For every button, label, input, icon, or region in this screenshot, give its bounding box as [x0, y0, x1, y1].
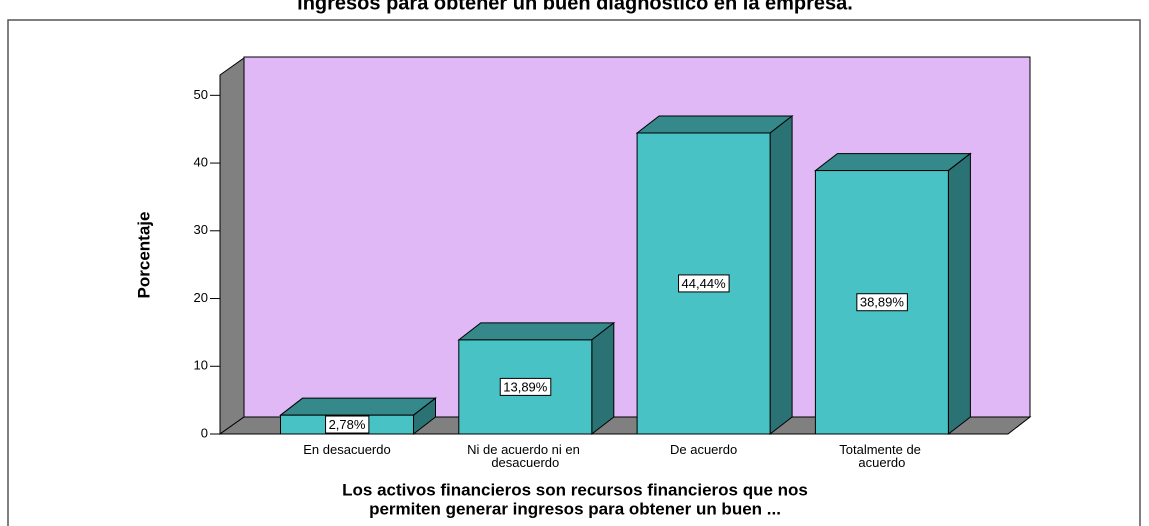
value-label-box: [678, 274, 730, 293]
y-tick-label: 50: [194, 87, 208, 102]
bar-side: [947, 152, 971, 436]
value-label-box: [856, 293, 908, 312]
left-wall: [219, 57, 245, 435]
y-tick-label: 40: [194, 154, 208, 169]
x-tick-label: De acuerdo: [670, 442, 737, 457]
value-label: 2,78%: [329, 417, 366, 432]
x-tick-label: En desacuerdo: [303, 442, 390, 457]
bar-top: [279, 397, 437, 416]
value-label-box: [325, 415, 370, 434]
x-tick-label: Totalmente de acuerdo: [839, 442, 924, 470]
value-label: 13,89%: [503, 379, 548, 394]
value-label: 38,89%: [860, 295, 905, 310]
y-tick-label: 10: [194, 358, 208, 373]
bar-top: [813, 153, 972, 172]
x-axis-label: permiten generar ingresos para obtener u…: [369, 499, 781, 518]
y-tick-label: 20: [194, 290, 208, 305]
y-tick-label: 30: [194, 222, 208, 237]
bar-side: [769, 114, 793, 436]
bar-top: [635, 115, 794, 134]
bar-side: [591, 321, 615, 436]
y-tick-label: 0: [201, 425, 208, 440]
value-label: 44,44%: [682, 276, 727, 291]
value-label-box: [499, 377, 552, 396]
chart-frame: [7, 19, 1141, 526]
bar-top: [457, 322, 616, 341]
chart-title: ingresos para obtener un buen diagnóstic…: [297, 0, 853, 14]
x-axis-label: Los activos financieros son recursos fin…: [342, 480, 808, 499]
x-tick-label: Ni de acuerdo ni en desacuerdo: [467, 442, 583, 470]
y-axis-label: Porcentaje: [134, 212, 153, 299]
